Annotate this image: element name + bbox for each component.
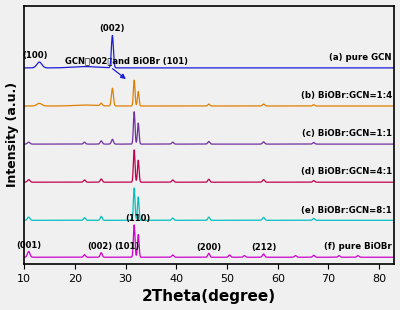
Text: (002): (002) (88, 242, 113, 251)
Text: (212): (212) (251, 243, 276, 252)
Text: (f) pure BiOBr: (f) pure BiOBr (324, 242, 392, 251)
Text: (110): (110) (126, 214, 151, 223)
Text: (100): (100) (22, 51, 48, 60)
Text: (b) BiOBr:GCN=1:4: (b) BiOBr:GCN=1:4 (301, 91, 392, 100)
Text: (e) BiOBr:GCN=8:1: (e) BiOBr:GCN=8:1 (301, 206, 392, 215)
Text: (a) pure GCN: (a) pure GCN (330, 53, 392, 62)
Y-axis label: Intensity (a.u.): Intensity (a.u.) (6, 82, 18, 188)
Text: (001): (001) (16, 241, 41, 250)
Text: (101): (101) (114, 242, 139, 251)
Text: (c) BiOBr:GCN=1:1: (c) BiOBr:GCN=1:1 (302, 129, 392, 138)
Text: (002): (002) (100, 24, 125, 33)
X-axis label: 2Theta(degree): 2Theta(degree) (142, 290, 276, 304)
Text: GCN（002）and BiOBr (101): GCN（002）and BiOBr (101) (65, 57, 188, 66)
Text: (200): (200) (196, 242, 221, 251)
Text: (d) BiOBr:GCN=4:1: (d) BiOBr:GCN=4:1 (301, 167, 392, 176)
